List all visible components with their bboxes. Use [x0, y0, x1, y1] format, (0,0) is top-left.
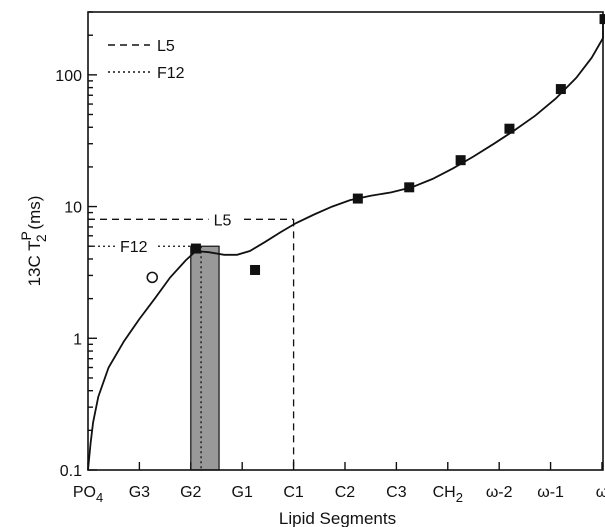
data-point-square-5: [455, 155, 466, 166]
y-tick-label: 100: [55, 68, 82, 85]
y-tick-label: 10: [64, 200, 82, 217]
x-tick-label-main: C2: [335, 484, 356, 501]
data-point-square-3: [352, 193, 363, 204]
reference-label-f12: F12: [120, 239, 148, 256]
x-tick-label: C3: [386, 484, 407, 501]
data-point-circle-1: [146, 271, 158, 284]
x-tick-label-subscript: 2: [456, 490, 463, 505]
y-axis-title-part-4: (ms): [25, 196, 44, 235]
x-axis-title: Lipid Segments: [279, 509, 396, 527]
x-tick-label-main: C1: [283, 484, 304, 501]
x-tick-label-main: G2: [180, 484, 201, 501]
data-point-square-6: [504, 123, 515, 134]
y-tick-label: 0.1: [60, 463, 82, 480]
x-tick-label: G1: [232, 484, 253, 501]
data-point-square-4: [404, 182, 415, 193]
x-tick-label-main: CH: [433, 484, 456, 501]
x-tick-label: CH2: [433, 484, 463, 505]
y-axis-title-part-2: P: [18, 231, 34, 240]
y-axis-title: 13C TP2 (ms): [18, 196, 49, 287]
x-tick-label: ω-1: [537, 484, 564, 501]
shaded-band: [190, 245, 220, 471]
fit-curve-layer: [87, 15, 604, 471]
labels-layer: L5 F12: [115, 209, 241, 257]
shaded-band-layer: [190, 245, 220, 471]
fit-curve: [87, 15, 604, 471]
markers-layer: [146, 14, 605, 284]
y-axis-title-part-3: 2: [33, 234, 49, 242]
y-tick-label: 1: [73, 331, 82, 348]
x-tick-label: G3: [129, 484, 150, 501]
x-tick-label: C1: [283, 484, 304, 501]
x-tick-label-main: G3: [129, 484, 150, 501]
reference-label-bg-f12: [115, 236, 158, 257]
x-tick-label-main: C3: [386, 484, 407, 501]
x-tick-label: ω: [596, 484, 605, 501]
x-tick-label: G2: [180, 484, 201, 501]
data-point-square-1: [190, 243, 201, 254]
x-tick-label-main: PO: [73, 484, 96, 501]
x-tick-label-main: G1: [232, 484, 253, 501]
reference-label-bg-l5: [208, 209, 241, 230]
x-tick-label: ω-2: [486, 484, 513, 501]
reference-label-l5: L5: [214, 212, 232, 229]
x-tick-label-main: ω-2: [486, 484, 513, 501]
x-tick-label-main: ω: [596, 484, 605, 501]
x-tick-label: C2: [335, 484, 356, 501]
x-tick-label: PO4: [73, 484, 103, 505]
data-point-square-2: [250, 264, 261, 275]
legend: L5 F12: [108, 38, 185, 82]
x-tick-label-main: ω-1: [537, 484, 564, 501]
data-point-square-7: [555, 84, 566, 95]
y-axis-title-part-1: 13C T: [25, 240, 44, 286]
x-tick-label-subscript: 4: [96, 490, 103, 505]
legend-label-f12: F12: [157, 65, 185, 82]
legend-label-l5: L5: [157, 38, 175, 55]
